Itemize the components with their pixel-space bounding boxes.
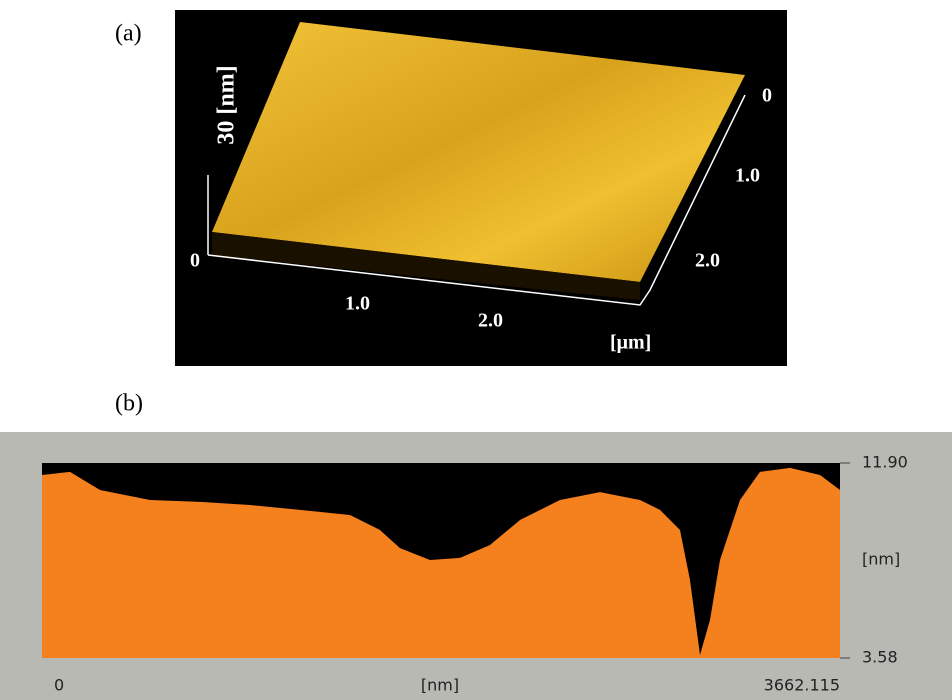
y-tick: 1.0 bbox=[735, 165, 760, 187]
y-axis-label: [nm] bbox=[862, 550, 900, 569]
z-zero: 0 bbox=[190, 250, 200, 272]
x-axis-label: [nm] bbox=[421, 676, 459, 695]
x-tick: 2.0 bbox=[478, 310, 503, 332]
y-tick: 2.0 bbox=[695, 250, 720, 272]
x-tick-label: 0 bbox=[54, 676, 64, 695]
x-tick-label: 3662.115 bbox=[764, 676, 840, 695]
x-tick: 1.0 bbox=[345, 293, 370, 315]
y-tick-label: 3.58 bbox=[862, 648, 898, 667]
panel-label: (a) bbox=[115, 21, 142, 47]
panel-label: (b) bbox=[115, 391, 143, 417]
y-tick: 0 bbox=[762, 85, 772, 107]
z-label: 30 [nm] bbox=[214, 65, 240, 144]
y-tick-label: 11.90 bbox=[862, 453, 908, 472]
x-unit: [μm] bbox=[610, 332, 651, 354]
figure: (a) 30 [nm] 0 1.0 2.0 [μm] 0 1.0 2.0 (b)… bbox=[0, 0, 952, 700]
